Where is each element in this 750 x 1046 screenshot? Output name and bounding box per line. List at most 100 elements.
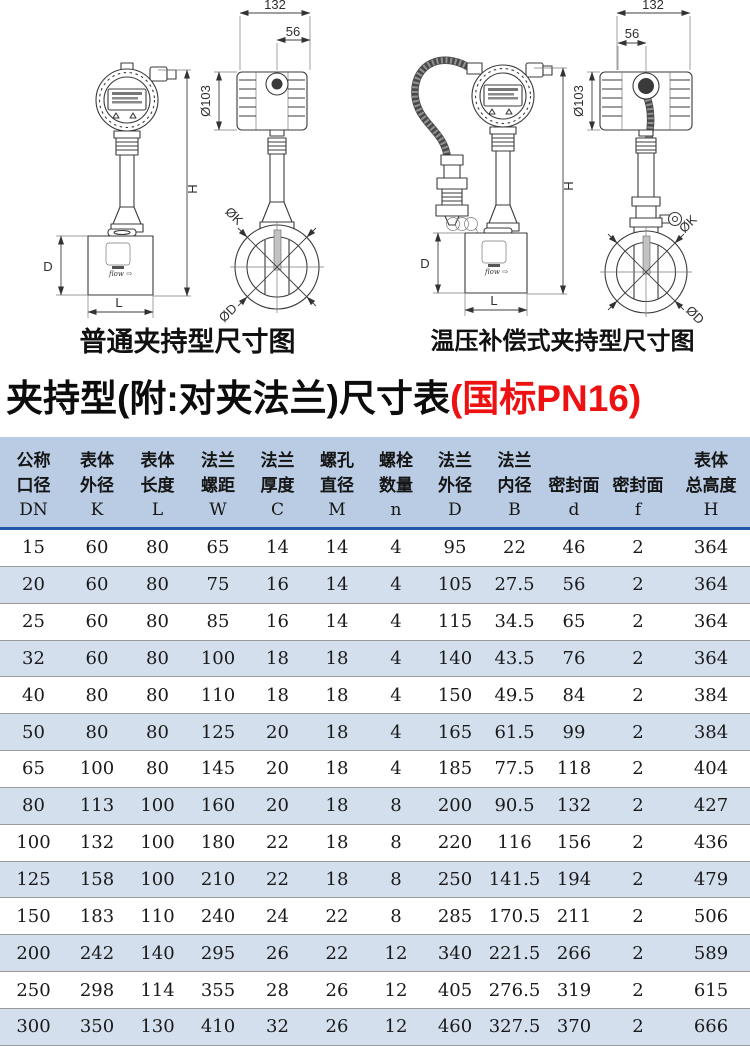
column-header: 螺栓 数量 n [367,437,425,527]
front-view-plain: flow ⇨ [87,62,177,296]
flex-conduit-hose [411,56,477,159]
table-cell: 211 [556,905,592,927]
table-cell: 319 [556,979,592,1001]
flow-label-left: flow ⇨ [108,270,132,278]
table-cell: 28 [266,979,289,1001]
caption-compensated-clamp: 温压补偿式夹持型尺寸图 [430,328,695,355]
table-cell: 22 [266,869,289,891]
table-cell: 364 [693,647,729,669]
column-header: 密封面 f [604,437,672,527]
table-cell: 80 [146,684,169,706]
table-cell: 77.5 [494,758,535,780]
table-cell: 220 [437,832,473,854]
column-name: 公称 [16,451,51,470]
table-cell: 32 [22,647,45,669]
column-name: 螺孔 [320,451,354,470]
table-row: 250 298 114 355 28 26 12 405 276.5 319 2 615 [0,972,750,1009]
table-cell: 295 [200,942,236,964]
table-cell: 200 [16,942,51,964]
table-cell: 18 [266,647,289,669]
table-cell: 80 [146,758,169,780]
table-row: 15 60 80 65 14 14 4 95 22 46 2 364 [0,530,750,567]
table-cell: 20 [266,721,289,743]
table-cell: 14 [325,611,349,633]
column-name: 外径 [80,476,114,495]
table-cell: 114 [140,979,175,1001]
table-cell: 4 [390,574,402,596]
table-cell: 18 [325,832,349,854]
dim-L-right: L [490,293,497,308]
table-cell: 276.5 [488,979,541,1001]
table-cell: 80 [146,611,169,633]
column-symbol: K [90,500,104,520]
column-header: 表体长度 L [127,437,188,527]
table-cell: 46 [562,537,586,559]
table-body: 15 60 80 65 14 14 4 95 22 46 2 364 20 60 80 75 16 14 4 105 2… [0,530,750,1046]
table-cell: 100 [79,758,115,780]
table-cell: 250 [16,979,51,1001]
column-name: 口径 [16,476,51,495]
table-cell: 22 [325,905,349,927]
table-cell: 26 [266,942,289,964]
table-cell: 125 [16,869,51,891]
side-dims-plain: 132 56 Ø103 ØK ØD [198,0,317,325]
table-cell: 327.5 [488,1016,541,1038]
table-cell: 60 [85,574,109,596]
column-header: 表体 外径 K [67,437,127,527]
dim-K-left: ØK [222,204,246,228]
table-cell: 16 [266,611,289,633]
dim-D-left: D [43,259,52,274]
table-cell: 12 [384,979,408,1001]
table-cell: 140 [140,942,175,964]
dim-103-left: Ø103 [198,85,213,117]
table-cell: 76 [562,647,586,669]
table-cell: 2 [632,832,644,854]
table-cell: 2 [632,942,644,964]
table-cell: 298 [79,979,115,1001]
column-symbol: L [151,500,164,520]
side-view-compensated [599,71,693,317]
table-cell: 165 [437,721,473,743]
table-cell: 125 [200,721,236,743]
table-row: 50 80 80 125 20 18 4 165 61.5 99 2 384 [0,714,750,752]
column-name: 表体 [140,451,175,470]
table-cell: 115 [437,611,473,633]
column-name: 密封面 [548,476,600,495]
table-cell: 100 [16,832,51,854]
column-symbol: DN [19,500,48,520]
table-row: 200 242 140 295 26 22 12 340 221.5 266 2 589 [0,935,750,973]
table-cell: 100 [140,869,175,891]
table-cell: 18 [325,684,349,706]
table-cell: 479 [693,869,729,891]
table-cell: 49.5 [494,684,535,706]
table-cell: 80 [146,537,169,559]
diagram-plain-clamp: flow ⇨ H D L [43,0,324,325]
column-symbol: n [390,500,402,520]
dim-OD-left: ØD [216,301,240,325]
table-cell: 16 [266,574,289,596]
table-cell: 100 [140,832,175,854]
table-cell: 350 [79,1016,115,1038]
column-symbol: f [634,500,642,520]
table-cell: 84 [562,684,586,706]
table-row: 20 60 80 75 16 14 4 105 27.5 56 2 364 [0,566,750,604]
table-cell: 300 [16,1016,51,1038]
table-cell: 242 [79,942,115,964]
dim-OD-right: ØD [683,303,707,325]
table-cell: 150 [437,684,473,706]
table-cell: 185 [437,758,473,780]
dim-D-right: D [420,256,429,271]
column-name: 螺距 [201,476,235,495]
column-name: 数量 [379,476,413,495]
table-cell: 110 [200,684,236,706]
dimension-table: 公称 口径 DN 表体 外径 K 表体 长度 L 法兰 螺距 W 法兰 厚度 C 螺孔 直径 M 螺栓 数量 n 法兰 外径… [0,437,750,1046]
table-cell: 180 [200,832,236,854]
column-header: 螺孔 直径 M [307,437,367,527]
column-header: 公称口径 DN [0,437,67,527]
column-name: 长度 [140,476,175,495]
table-cell: 60 [85,647,109,669]
table-cell: 364 [693,611,729,633]
column-header: 法兰 螺距 W [188,437,248,527]
dim-103-right: Ø103 [571,85,586,117]
table-cell: 56 [562,574,586,596]
